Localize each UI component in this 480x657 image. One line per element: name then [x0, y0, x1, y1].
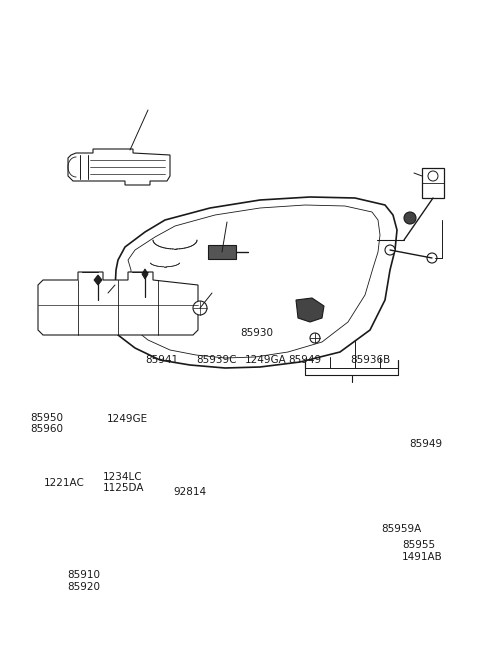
- Circle shape: [427, 253, 437, 263]
- Polygon shape: [68, 149, 170, 185]
- Text: 85939C: 85939C: [197, 355, 237, 365]
- Text: 1249GA: 1249GA: [245, 355, 286, 365]
- Text: 1221AC: 1221AC: [44, 478, 85, 488]
- Text: 85959A: 85959A: [382, 524, 422, 534]
- Circle shape: [385, 245, 395, 255]
- Text: 1491AB: 1491AB: [402, 552, 443, 562]
- Text: 85949: 85949: [288, 355, 322, 365]
- Text: 1234LC
1125DA: 1234LC 1125DA: [103, 472, 144, 493]
- Text: 85955: 85955: [402, 540, 435, 550]
- Circle shape: [428, 171, 438, 181]
- Polygon shape: [296, 298, 324, 322]
- Circle shape: [404, 212, 416, 224]
- Text: 92814: 92814: [173, 487, 206, 497]
- Circle shape: [310, 333, 320, 343]
- Text: 85936B: 85936B: [350, 355, 391, 365]
- Polygon shape: [142, 269, 148, 279]
- FancyBboxPatch shape: [422, 168, 444, 198]
- Text: 85930: 85930: [240, 328, 273, 338]
- Polygon shape: [38, 272, 198, 335]
- Text: 1249GE: 1249GE: [107, 414, 148, 424]
- Polygon shape: [115, 197, 397, 368]
- Polygon shape: [94, 275, 102, 285]
- Text: 85910
85920: 85910 85920: [68, 570, 100, 592]
- Text: 85941: 85941: [145, 355, 179, 365]
- Text: 85950
85960: 85950 85960: [30, 413, 63, 434]
- Text: 85949: 85949: [409, 439, 442, 449]
- FancyBboxPatch shape: [208, 245, 236, 259]
- Circle shape: [193, 301, 207, 315]
